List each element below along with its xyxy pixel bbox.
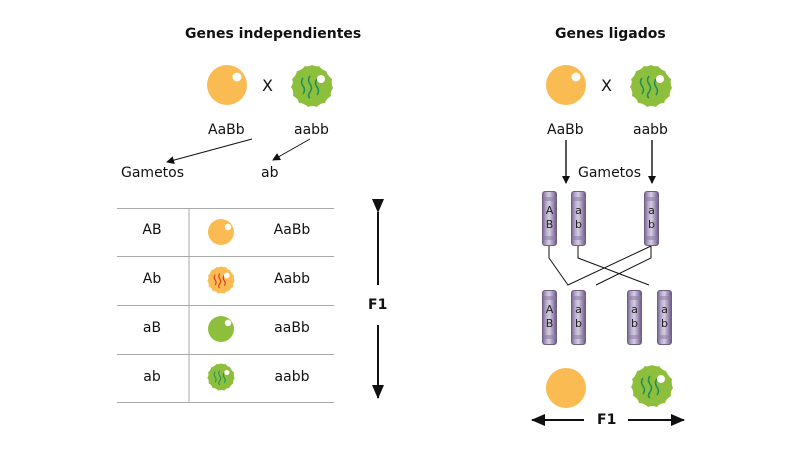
left-parent1-seed-icon xyxy=(207,65,247,105)
right-f1-label: F1 xyxy=(597,412,617,428)
left-f1-label: F1 xyxy=(368,297,388,313)
left-arrow-to-ab xyxy=(272,138,311,161)
right-parent2-seed-icon xyxy=(629,64,673,108)
table-genotype-cell: Aabb xyxy=(274,271,310,287)
table-line xyxy=(117,256,334,257)
table-genotype-cell: aaBb xyxy=(274,320,310,336)
table-genotype-cell: AaBb xyxy=(273,222,311,238)
chromosome-parent1-dominant: A B xyxy=(542,191,557,246)
right-parent1-genotype: AaBb xyxy=(547,122,584,138)
chromosome-offspring-2b: a b xyxy=(657,290,672,345)
right-parent1-seed-icon xyxy=(546,65,586,105)
right-offspring-green-wrinkled-seed-icon xyxy=(630,364,674,408)
left-arrow-to-gametes xyxy=(166,138,253,165)
left-gametes-label: Gametos xyxy=(121,165,185,181)
chromosome-offspring-1b: a b xyxy=(571,290,586,345)
table-line xyxy=(117,402,334,403)
yellow-wrinkled-seed-icon xyxy=(207,266,235,294)
cross-lines xyxy=(548,245,652,286)
yellow-smooth-seed-icon xyxy=(208,219,234,245)
right-cross-symbol: X xyxy=(601,76,612,95)
left-gamete-ab: ab xyxy=(261,165,279,181)
right-offspring-yellow-seed-icon xyxy=(546,368,586,408)
table-line xyxy=(117,305,334,306)
chromosome-offspring-2a: a b xyxy=(627,290,642,345)
left-parent1-genotype: AaBb xyxy=(208,122,245,138)
chromosome-parent1-recessive: a b xyxy=(571,191,586,246)
chromosome-offspring-1a: A B xyxy=(542,290,557,345)
right-title: Genes ligados xyxy=(555,26,666,42)
left-parent2-seed-icon xyxy=(290,64,334,108)
left-title: Genes independientes xyxy=(185,26,362,42)
table-line xyxy=(117,208,334,209)
table-gamete-cell: ab xyxy=(143,369,161,385)
table-line xyxy=(117,354,334,355)
table-gamete-cell: AB xyxy=(142,222,162,238)
table-gamete-cell: aB xyxy=(142,320,162,336)
right-parent2-genotype: aabb xyxy=(633,122,668,138)
left-cross-symbol: X xyxy=(262,76,273,95)
green-wrinkled-seed-icon xyxy=(206,362,236,392)
table-gamete-cell: Ab xyxy=(142,271,162,287)
table-genotype-cell: aabb xyxy=(274,369,310,385)
left-parent2-genotype: aabb xyxy=(294,122,329,138)
green-smooth-seed-icon xyxy=(208,316,234,342)
chromosome-parent2: a b xyxy=(644,191,659,246)
right-gametes-label: Gametos xyxy=(578,165,642,181)
